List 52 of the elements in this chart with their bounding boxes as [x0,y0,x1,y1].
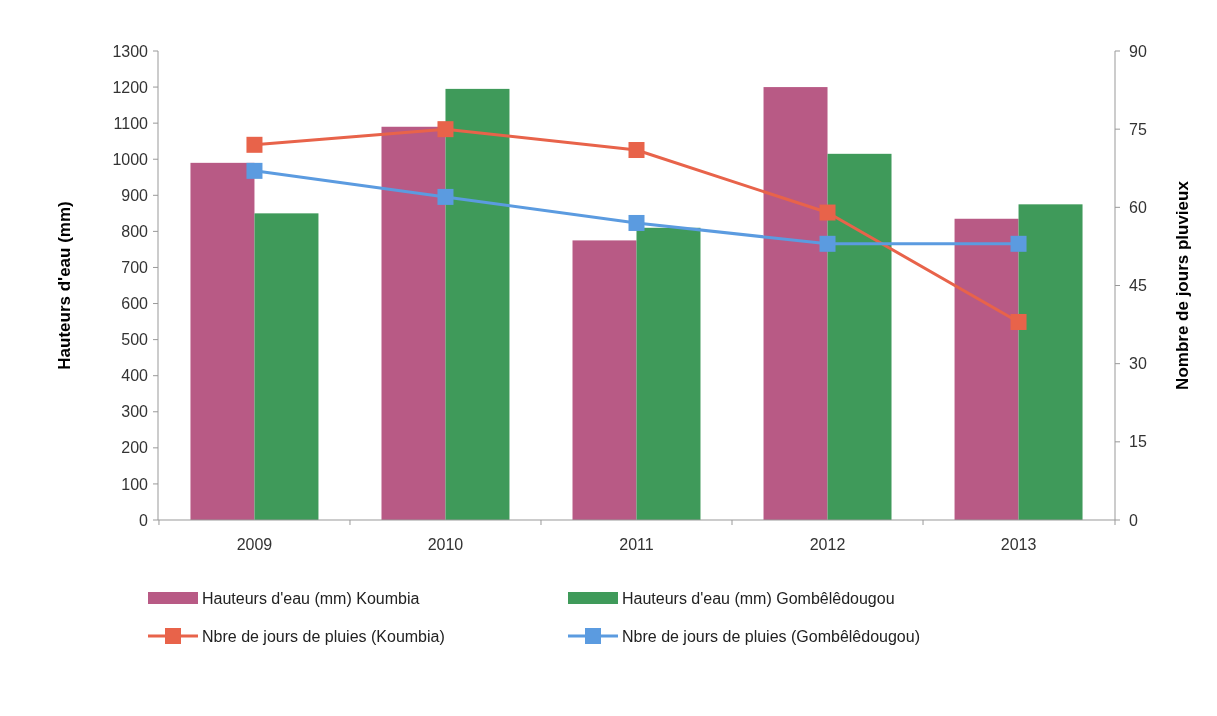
point [819,204,836,221]
bar [381,126,446,520]
y2-tick-label: 15 [1129,433,1147,451]
y-tick-label: 800 [121,222,149,240]
point [437,188,454,205]
y-tick-label: 500 [121,331,149,349]
y-tick-label: 100 [121,475,149,493]
y-tick-label: 600 [121,295,149,313]
bar [636,227,701,520]
x-tick-label: 2009 [236,536,273,553]
x-tick-label: 2010 [427,536,464,553]
x-tick-label: 2012 [809,536,846,553]
y2-tick-label: 60 [1129,198,1147,216]
point [628,142,645,159]
legend-label: Hauteurs d'eau (mm) Koumbia [202,589,420,607]
y-axis-title: Hauteurs d'eau (mm) [55,201,74,370]
y-tick-label: 1000 [112,150,149,168]
bar [827,153,892,520]
y-tick-label: 300 [121,403,149,421]
y-tick-label: 1300 [112,42,149,60]
legend-label: Nbre de jours de pluies (Koumbia) [202,627,445,645]
y2-axis-title: Nombre de jours pluvieux [1173,180,1192,390]
point [437,121,454,138]
y2-tick-label: 30 [1129,355,1147,373]
point [819,235,836,252]
legend-label: Nbre de jours de pluies (Gombêlêdougou) [622,627,920,645]
y2-tick-label: 75 [1129,120,1147,138]
point [246,136,263,153]
bar [763,87,828,520]
bar [1018,204,1083,520]
bar [445,88,510,520]
bar [954,218,1019,520]
x-tick-label: 2011 [619,536,654,553]
y-tick-label: 200 [121,439,149,457]
y-tick-label: 0 [139,511,149,529]
y2-tick-label: 0 [1129,511,1138,529]
y2-tick-label: 45 [1129,277,1147,295]
legend-label: Hauteurs d'eau (mm) Gombêlêdougou [622,589,895,607]
y-tick-label: 1100 [113,114,149,132]
bar [572,240,637,520]
y-tick-label: 1200 [112,78,149,96]
y-tick-label: 900 [121,186,149,204]
bar [190,162,255,520]
point [246,162,263,179]
y-tick-label: 700 [121,259,149,277]
point [1010,235,1027,252]
point [1010,313,1027,330]
y-tick-label: 400 [121,367,149,385]
point [628,214,645,231]
y2-tick-label: 90 [1129,42,1147,60]
bar [254,213,319,520]
x-tick-label: 2013 [1000,536,1037,553]
